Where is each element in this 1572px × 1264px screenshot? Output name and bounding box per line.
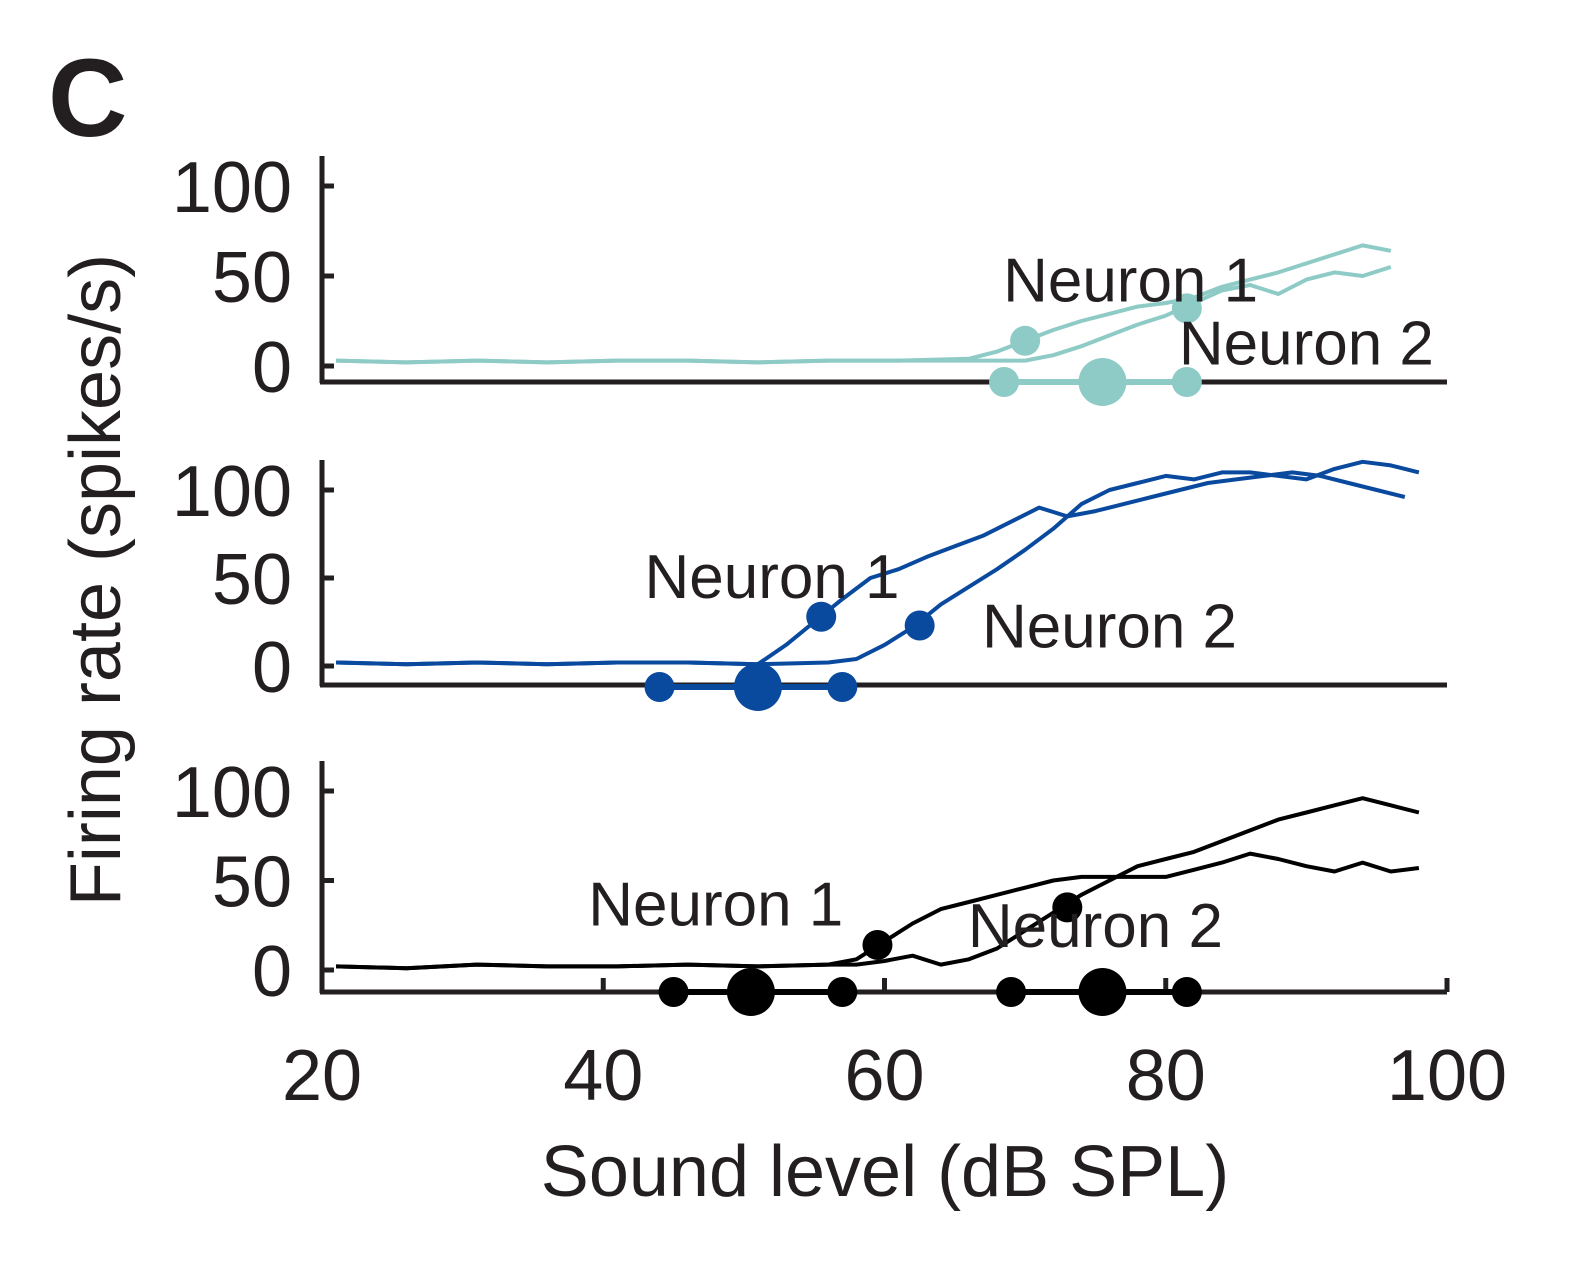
range-bar-center: [733, 663, 782, 711]
x-tick-label: 40: [563, 1036, 643, 1116]
range-bar-end: [1171, 977, 1202, 1007]
series-annotation: Neuron 1: [644, 543, 899, 612]
range-bar-center: [726, 968, 775, 1016]
x-tick-label: 100: [1387, 1036, 1507, 1116]
threshold-marker-2: [1171, 293, 1202, 324]
range-bar-start: [989, 367, 1020, 397]
y-axis-label: Firing rate (spikes/s): [56, 254, 136, 906]
threshold-marker-1: [862, 929, 893, 960]
series-annotation: Neuron 2: [982, 592, 1237, 661]
threshold-marker-2: [1052, 892, 1083, 923]
y-tick-label: 0: [252, 628, 292, 708]
series-annotation: Neuron 1: [1003, 246, 1258, 315]
y-tick-label: 0: [252, 328, 292, 408]
threshold-marker-1: [806, 601, 837, 632]
series-annotation: Neuron 2: [968, 892, 1223, 961]
range-bar-end: [1171, 367, 1202, 397]
range-bar-start: [644, 672, 675, 702]
range-bar-start: [996, 977, 1027, 1007]
panel-bottom: 0 50 100 20 40 60 80 100 Neuron 1 Neuron 2: [172, 753, 1507, 1116]
y-tick-label: 0: [252, 932, 292, 1012]
series-annotation: Neuron 2: [1179, 309, 1434, 378]
series-line-2: [336, 459, 1420, 667]
y-tick-label: 100: [172, 148, 292, 228]
range-bar-start: [658, 977, 689, 1007]
x-axis-label: Sound level (dB SPL): [541, 1132, 1229, 1212]
series-annotation: Neuron 1: [588, 871, 843, 940]
x-tick-label: 20: [282, 1036, 362, 1116]
y-tick-label: 100: [172, 753, 292, 833]
y-tick-label: 50: [212, 540, 292, 620]
y-tick-label: 50: [212, 238, 292, 318]
range-bar-end: [827, 672, 858, 702]
x-tick-label: 80: [1126, 1036, 1206, 1116]
range-bar-center: [1078, 358, 1127, 406]
range-bar-end: [827, 977, 858, 1007]
series-line-2: [336, 265, 1392, 365]
threshold-marker-1: [1010, 325, 1041, 356]
series-line-2: [336, 796, 1420, 971]
y-tick-label: 50: [212, 843, 292, 923]
y-tick-label: 100: [172, 452, 292, 532]
panel-letter: C: [48, 37, 127, 160]
x-tick-label: 60: [844, 1036, 924, 1116]
range-bar-center: [1078, 968, 1127, 1016]
threshold-marker-2: [904, 610, 935, 641]
